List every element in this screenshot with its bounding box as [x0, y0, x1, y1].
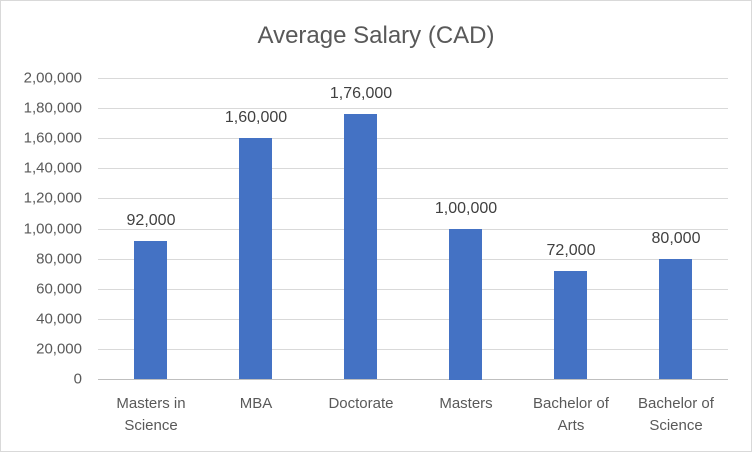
x-label-line: Masters in: [116, 395, 186, 412]
gridline: [98, 259, 728, 260]
gridline: [98, 229, 728, 230]
x-label-line: Masters: [439, 395, 493, 412]
x-tick-label: MBA: [201, 393, 311, 415]
x-tick-label: Bachelor of Arts: [516, 393, 626, 437]
x-tick-label: Bachelor of Science: [621, 393, 731, 437]
data-label: 1,00,000: [434, 200, 498, 217]
data-label: 1,60,000: [224, 109, 288, 126]
y-tick-label: 0: [73, 370, 82, 388]
gridline: [98, 289, 728, 290]
y-tick-label: 1,40,000: [23, 159, 82, 177]
gridline: [98, 349, 728, 350]
bar[interactable]: [554, 271, 587, 379]
x-tick-label: Masters in Science: [96, 393, 206, 437]
data-label: 1,76,000: [329, 85, 393, 102]
x-label-line: Arts: [557, 417, 585, 434]
x-label-line: Bachelor of: [638, 395, 714, 412]
x-label-line: Science: [124, 417, 178, 434]
gridline: [98, 78, 728, 79]
gridline: [98, 168, 728, 169]
x-label-line: Science: [649, 417, 703, 434]
gridline: [98, 319, 728, 320]
x-tick-label: Masters: [411, 393, 521, 415]
y-tick-label: 1,60,000: [23, 129, 82, 147]
y-tick-label: 1,20,000: [23, 189, 82, 207]
x-axis-line: [98, 379, 728, 380]
chart-title: Average Salary (CAD): [257, 22, 495, 49]
y-tick-label: 60,000: [36, 280, 82, 298]
x-label-line: MBA: [239, 395, 273, 412]
y-tick-label: 1,00,000: [23, 220, 82, 238]
y-tick-label: 80,000: [36, 250, 82, 268]
gridline: [98, 198, 728, 199]
gridline: [98, 108, 728, 109]
y-tick-label: 40,000: [36, 310, 82, 328]
data-label: 92,000: [126, 212, 176, 229]
bar[interactable]: [449, 229, 482, 380]
y-tick-label: 2,00,000: [23, 69, 82, 87]
x-tick-label: Doctorate: [306, 393, 416, 415]
y-tick-label: 1,80,000: [23, 99, 82, 117]
data-label: 72,000: [546, 242, 596, 259]
data-label: 80,000: [651, 230, 701, 247]
gridline: [98, 138, 728, 139]
x-label-line: Doctorate: [328, 395, 394, 412]
y-tick-label: 20,000: [36, 340, 82, 358]
bar[interactable]: [134, 241, 167, 379]
bar[interactable]: [659, 259, 692, 379]
bar[interactable]: [344, 114, 377, 379]
x-label-line: Bachelor of: [533, 395, 609, 412]
bar[interactable]: [239, 138, 272, 379]
